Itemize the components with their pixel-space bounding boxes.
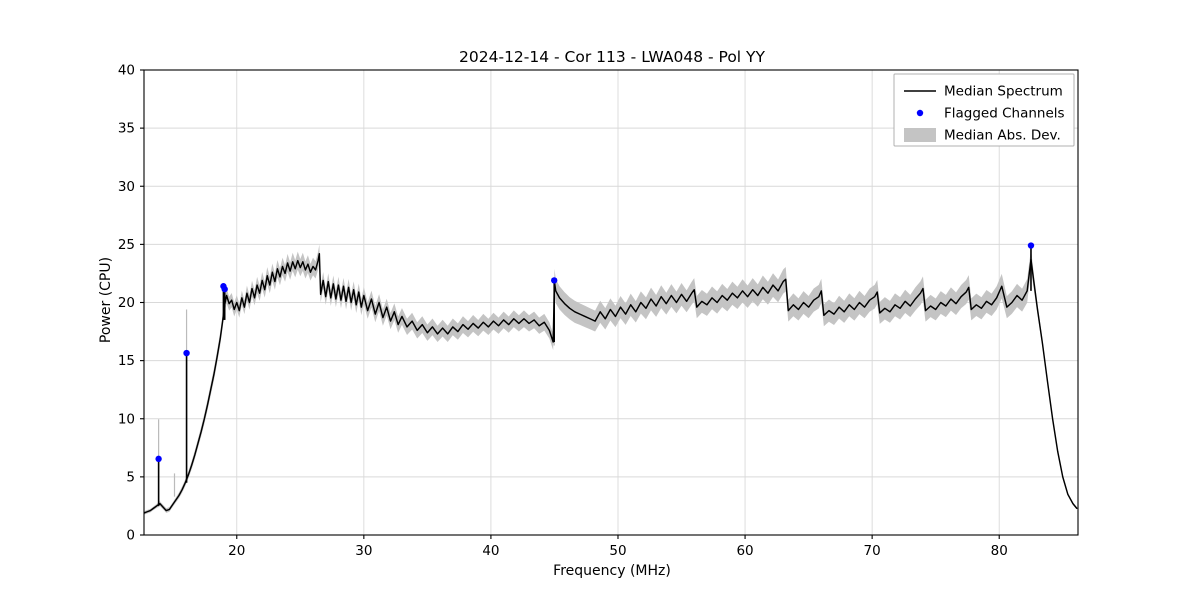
- spectrum-path: [143, 252, 1078, 514]
- flagged-channel-dot: [1027, 242, 1035, 249]
- axis-ticks: [140, 69, 1000, 539]
- legend-label: Median Spectrum: [944, 84, 1063, 100]
- y-tick-label: 30: [118, 179, 135, 195]
- flagged-channel-dot: [183, 349, 190, 357]
- flagged-channel-dot: [550, 277, 558, 284]
- x-tick-label: 40: [482, 543, 499, 559]
- chart-legend: Median Spectrum Flagged Channels Median Ab…: [893, 73, 1075, 147]
- legend-dot-swatch: [916, 109, 924, 117]
- legend-band-swatch: [904, 128, 936, 142]
- y-tick-label: 25: [118, 237, 135, 253]
- page-title: 2024-12-14 - Cor 113 - LWA048 - Pol YY: [459, 48, 765, 66]
- legend-label: Flagged Channels: [944, 106, 1065, 122]
- x-tick-label: 30: [355, 543, 372, 559]
- axis-tick-labels: 20 30 40 50 60 70 80 0 5 10 15 20 25 30 35 40: [118, 63, 1008, 560]
- y-tick-label: 15: [118, 353, 135, 369]
- median-spectrum-line: [143, 252, 1078, 514]
- y-tick-label: 20: [118, 295, 135, 311]
- x-tick-label: 80: [991, 543, 1008, 559]
- x-tick-label: 50: [609, 543, 626, 559]
- y-tick-label: 10: [118, 411, 135, 427]
- y-tick-label: 5: [126, 469, 135, 485]
- y-tick-label: 40: [118, 63, 135, 79]
- x-tick-label: 20: [228, 543, 245, 559]
- x-axis-title: Frequency (MHz): [553, 563, 671, 579]
- flagged-channel-markers: [155, 242, 1035, 506]
- flagged-channel-dot: [221, 285, 228, 293]
- legend-label: Median Abs. Dev.: [944, 128, 1061, 144]
- legend-background: [893, 73, 1075, 147]
- x-tick-label: 60: [736, 543, 753, 559]
- flagged-channel-dot: [155, 455, 162, 463]
- y-tick-label: 35: [118, 121, 135, 137]
- y-axis-title: Power (CPU): [98, 257, 114, 343]
- y-tick-label: 0: [126, 528, 135, 544]
- mad-band-polygon: [144, 244, 1077, 515]
- mad-band-area: [144, 244, 1077, 515]
- x-tick-label: 70: [864, 543, 881, 559]
